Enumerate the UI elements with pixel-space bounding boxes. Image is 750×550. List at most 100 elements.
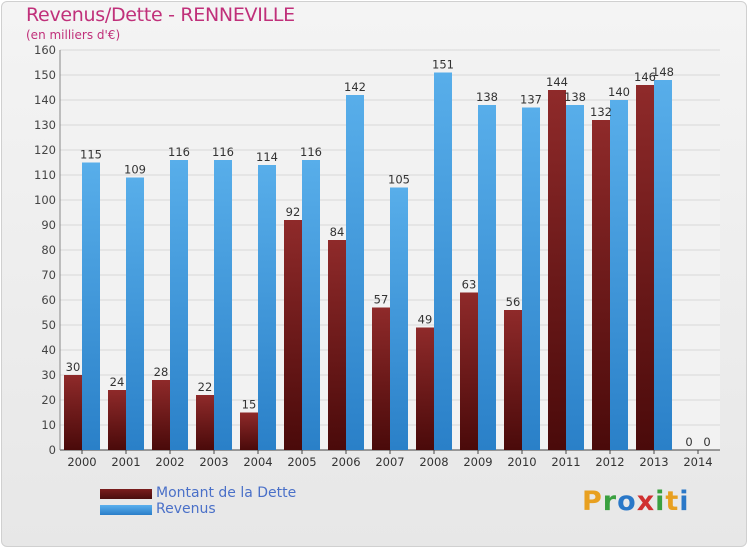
x-tick-label: 2011: [551, 455, 580, 469]
x-tick-label: 2009: [463, 455, 492, 469]
data-label-dette: 0: [685, 435, 692, 449]
data-label-dette: 15: [242, 398, 257, 412]
data-label-dette: 49: [418, 313, 433, 327]
bar-dette: [240, 412, 258, 450]
logo-letter: r: [602, 486, 618, 517]
chart-subtitle: (en milliers d'€): [26, 28, 121, 42]
data-label-revenus: 148: [652, 65, 674, 79]
y-tick-label: 20: [41, 393, 56, 407]
bar-revenus: [478, 105, 496, 450]
legend-label-revenus: Revenus: [156, 501, 216, 517]
bar-dette: [108, 390, 126, 450]
data-label-dette: 28: [154, 365, 169, 379]
legend-swatch-dette: [100, 489, 152, 499]
y-tick-label: 160: [34, 43, 56, 57]
bar-revenus: [170, 160, 188, 450]
bar-dette: [328, 240, 346, 450]
data-label-revenus: 115: [80, 148, 102, 162]
bar-revenus: [302, 160, 320, 450]
data-label-revenus: 109: [124, 163, 146, 177]
bar-revenus: [610, 100, 628, 450]
data-label-revenus: 116: [300, 145, 322, 159]
x-tick-label: 2000: [67, 455, 96, 469]
data-label-revenus: 105: [388, 173, 410, 187]
data-label-dette: 146: [634, 70, 656, 84]
x-tick-label: 2003: [199, 455, 228, 469]
y-tick-label: 110: [34, 168, 56, 182]
y-tick-label: 30: [41, 368, 56, 382]
bar-revenus: [126, 177, 144, 450]
chart-title: Revenus/Dette - RENNEVILLE: [26, 4, 295, 26]
data-label-revenus: 138: [564, 90, 586, 104]
legend-label-dette: Montant de la Dette: [156, 485, 297, 501]
data-label-dette: 24: [110, 375, 125, 389]
proxiti-logo: Proxiti: [582, 486, 690, 517]
y-tick-label: 140: [34, 93, 56, 107]
data-label-revenus: 0: [703, 435, 710, 449]
bar-dette: [416, 327, 434, 450]
y-tick-label: 150: [34, 68, 56, 82]
y-tick-label: 10: [41, 418, 56, 432]
data-label-revenus: 137: [520, 93, 542, 107]
data-label-dette: 22: [198, 380, 213, 394]
y-tick-label: 100: [34, 193, 56, 207]
x-tick-label: 2006: [331, 455, 360, 469]
data-label-revenus: 114: [256, 150, 278, 164]
data-label-revenus: 151: [432, 58, 454, 72]
data-label-revenus: 142: [344, 80, 366, 94]
data-label-dette: 84: [330, 225, 345, 239]
x-tick-label: 2004: [243, 455, 272, 469]
bar-dette: [636, 85, 654, 450]
data-label-dette: 57: [374, 293, 389, 307]
bar-dette: [372, 307, 390, 450]
logo-letter: x: [636, 486, 656, 517]
bar-revenus: [654, 80, 672, 450]
data-label-dette: 63: [462, 278, 477, 292]
y-tick-label: 50: [41, 318, 56, 332]
legend-swatch-revenus: [100, 505, 152, 515]
x-tick-label: 2013: [639, 455, 668, 469]
bar-dette: [548, 90, 566, 450]
y-tick-label: 130: [34, 118, 56, 132]
bar-revenus: [346, 95, 364, 450]
data-label-revenus: 116: [212, 145, 234, 159]
logo-letter: i: [679, 486, 690, 517]
bar-dette: [64, 375, 82, 450]
bar-revenus: [82, 162, 100, 450]
data-label-dette: 30: [66, 360, 81, 374]
data-label-revenus: 140: [608, 85, 630, 99]
bar-dette: [504, 310, 522, 450]
y-tick-label: 80: [41, 243, 56, 257]
bar-revenus: [434, 72, 452, 450]
data-label-dette: 92: [286, 205, 301, 219]
x-tick-label: 2012: [595, 455, 624, 469]
data-label-dette: 144: [546, 75, 568, 89]
bar-dette: [196, 395, 214, 450]
y-tick-label: 90: [41, 218, 56, 232]
y-tick-label: 40: [41, 343, 56, 357]
bar-dette: [152, 380, 170, 450]
logo-letter: P: [582, 486, 603, 517]
x-tick-label: 2001: [111, 455, 140, 469]
logo-letter: t: [665, 486, 680, 517]
x-tick-label: 2014: [683, 455, 712, 469]
x-tick-label: 2005: [287, 455, 316, 469]
data-label-revenus: 138: [476, 90, 498, 104]
bar-revenus: [258, 165, 276, 450]
data-label-dette: 56: [506, 295, 521, 309]
data-label-dette: 132: [590, 105, 612, 119]
bar-revenus: [390, 187, 408, 450]
bar-revenus: [522, 107, 540, 450]
x-tick-label: 2010: [507, 455, 536, 469]
x-tick-label: 2002: [155, 455, 184, 469]
y-tick-label: 120: [34, 143, 56, 157]
y-tick-label: 60: [41, 293, 56, 307]
bar-dette: [592, 120, 610, 450]
bar-revenus: [214, 160, 232, 450]
bar-dette: [460, 292, 478, 450]
logo-letter: o: [617, 486, 637, 517]
y-tick-label: 70: [41, 268, 56, 282]
logo-letter: i: [655, 486, 666, 517]
data-label-revenus: 116: [168, 145, 190, 159]
